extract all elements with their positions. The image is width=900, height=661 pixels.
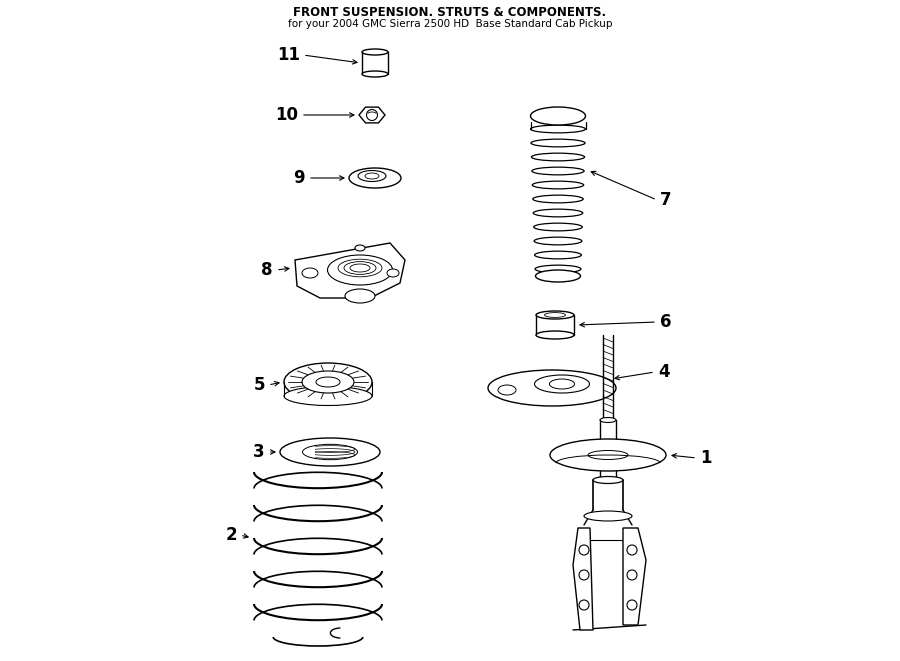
Ellipse shape	[530, 107, 586, 125]
Ellipse shape	[531, 153, 585, 161]
Circle shape	[627, 570, 637, 580]
Circle shape	[627, 600, 637, 610]
Text: 3: 3	[254, 443, 265, 461]
Ellipse shape	[550, 379, 574, 389]
Ellipse shape	[534, 223, 582, 231]
Text: 10: 10	[275, 106, 298, 124]
Ellipse shape	[344, 262, 376, 274]
Ellipse shape	[600, 418, 616, 422]
Ellipse shape	[358, 171, 386, 182]
Ellipse shape	[533, 209, 583, 217]
Ellipse shape	[284, 387, 372, 405]
Ellipse shape	[362, 49, 388, 55]
Ellipse shape	[588, 451, 628, 459]
Polygon shape	[295, 243, 405, 298]
Ellipse shape	[544, 313, 565, 317]
Ellipse shape	[532, 181, 584, 189]
Ellipse shape	[550, 439, 666, 471]
Ellipse shape	[387, 269, 399, 277]
Ellipse shape	[584, 511, 632, 521]
Ellipse shape	[536, 311, 574, 319]
Ellipse shape	[284, 363, 372, 401]
Ellipse shape	[531, 139, 585, 147]
Ellipse shape	[302, 371, 354, 393]
Circle shape	[579, 570, 589, 580]
Circle shape	[366, 110, 377, 120]
Ellipse shape	[302, 444, 357, 459]
Ellipse shape	[280, 438, 380, 466]
Ellipse shape	[498, 385, 516, 395]
Text: 5: 5	[254, 376, 265, 394]
Text: 7: 7	[660, 191, 671, 209]
Text: 9: 9	[293, 169, 305, 187]
Ellipse shape	[488, 370, 616, 406]
Ellipse shape	[302, 268, 318, 278]
Text: 11: 11	[277, 46, 300, 64]
Ellipse shape	[530, 125, 586, 133]
Polygon shape	[623, 528, 646, 625]
Ellipse shape	[535, 251, 581, 259]
Text: 1: 1	[700, 449, 712, 467]
Ellipse shape	[345, 289, 375, 303]
Ellipse shape	[536, 331, 574, 339]
Text: 2: 2	[225, 526, 237, 544]
Ellipse shape	[535, 265, 581, 273]
Ellipse shape	[350, 264, 370, 272]
Ellipse shape	[593, 477, 623, 483]
Circle shape	[579, 600, 589, 610]
Ellipse shape	[338, 259, 382, 277]
Text: for your 2004 GMC Sierra 2500 HD  Base Standard Cab Pickup: for your 2004 GMC Sierra 2500 HD Base St…	[288, 19, 612, 29]
Ellipse shape	[316, 377, 340, 387]
Ellipse shape	[328, 255, 392, 285]
Ellipse shape	[535, 375, 590, 393]
Text: FRONT SUSPENSION. STRUTS & COMPONENTS.: FRONT SUSPENSION. STRUTS & COMPONENTS.	[293, 5, 607, 19]
Ellipse shape	[533, 195, 583, 203]
Ellipse shape	[532, 167, 584, 175]
Text: 6: 6	[660, 313, 671, 331]
Circle shape	[627, 545, 637, 555]
Ellipse shape	[365, 173, 379, 179]
Text: 4: 4	[658, 363, 670, 381]
Ellipse shape	[534, 237, 582, 245]
Ellipse shape	[355, 245, 365, 251]
Polygon shape	[359, 107, 385, 123]
Ellipse shape	[536, 270, 580, 282]
Circle shape	[579, 545, 589, 555]
Polygon shape	[573, 528, 593, 630]
Text: 8: 8	[262, 261, 273, 279]
Ellipse shape	[349, 168, 401, 188]
Ellipse shape	[362, 71, 388, 77]
